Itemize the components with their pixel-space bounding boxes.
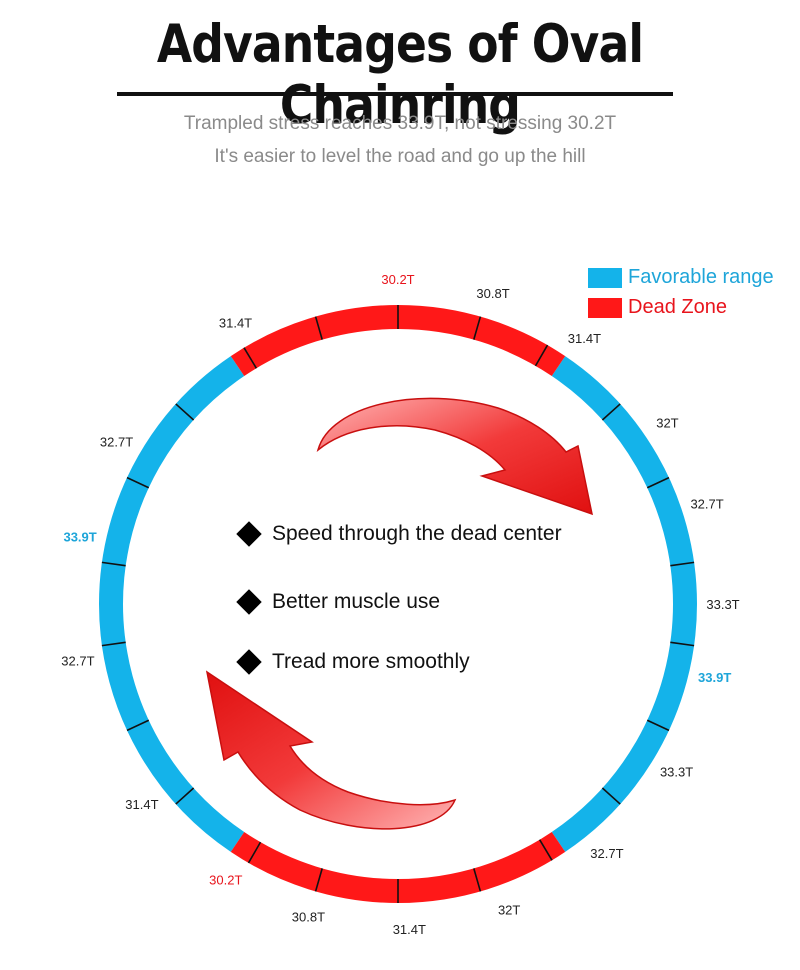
ring-tick <box>473 868 482 892</box>
ring-tick <box>101 641 126 647</box>
ring-tick <box>646 476 670 489</box>
legend-favorable-swatch <box>588 267 622 288</box>
ring-tick <box>101 561 126 567</box>
diamond-icon <box>236 589 262 615</box>
subtitle-line-1: Trampled stress reaches 33.9T, not stres… <box>183 113 617 134</box>
legend-dead-zone: Dead Zone <box>588 296 727 319</box>
tooth-label: 33.3T <box>706 597 739 612</box>
tooth-label: 31.4T <box>568 331 601 346</box>
ring-tick <box>670 561 695 567</box>
legend-favorable: Favorable range <box>588 266 774 289</box>
ring-tick <box>538 839 553 861</box>
tooth-label: 32T <box>498 902 520 917</box>
tooth-label: 30.2T <box>381 272 414 287</box>
bullet-muscle: Better muscle use <box>234 589 441 615</box>
legend-favorable-label: Favorable range <box>628 266 774 288</box>
ring-tick <box>175 787 195 805</box>
ring-tick <box>126 476 150 489</box>
ring-tick <box>601 403 621 421</box>
favorable-arc-0 <box>551 356 697 852</box>
bullet-smooth: Tread more smoothly <box>234 649 470 675</box>
ring-tick <box>601 787 621 805</box>
ring-tick <box>534 344 549 367</box>
bullet-label: Speed through the dead center <box>272 522 562 545</box>
diamond-icon <box>236 649 262 675</box>
tooth-label: 32.7T <box>690 497 723 512</box>
favorable-arc-1 <box>99 356 245 852</box>
tooth-label: 31.4T <box>125 797 158 812</box>
ring-tick <box>314 316 323 340</box>
rotation-arrow-bottom <box>205 670 457 830</box>
tooth-label: 32.7T <box>590 846 623 861</box>
tooth-label: 30.8T <box>292 909 325 924</box>
tooth-label: 30.2T <box>209 873 242 888</box>
ring-tick <box>175 403 195 421</box>
subtitle-line-2: It's easier to level the road and go up … <box>214 146 586 167</box>
diamond-icon <box>236 521 262 547</box>
ring-tick <box>126 719 150 732</box>
page-title: Advantages of Oval Chainring <box>156 14 644 136</box>
tooth-label: 32.7T <box>61 653 94 668</box>
legend-dead-label: Dead Zone <box>628 296 727 318</box>
ring-tick <box>247 841 262 864</box>
bullet-label: Better muscle use <box>272 590 441 613</box>
bullet-speed: Speed through the dead center <box>234 521 562 547</box>
ring-tick <box>473 316 482 340</box>
ring-tick <box>646 719 670 732</box>
tooth-label: 33.3T <box>660 764 693 779</box>
tooth-label: 32T <box>656 415 678 430</box>
tooth-label: 31.4T <box>393 922 426 937</box>
tooth-label: 31.4T <box>219 316 252 331</box>
tooth-label: 33.9T <box>698 670 731 685</box>
tooth-label: 32.7T <box>100 435 133 450</box>
bullet-label: Tread more smoothly <box>272 650 470 673</box>
title-underline <box>117 92 673 96</box>
ring-tick <box>314 868 323 892</box>
rotation-arrow-top <box>316 397 594 516</box>
ring-tick <box>243 347 258 369</box>
tooth-label: 33.9T <box>63 529 96 544</box>
legend-dead-swatch <box>588 297 622 318</box>
tooth-label: 30.8T <box>476 286 509 301</box>
ring-tick <box>670 641 695 647</box>
